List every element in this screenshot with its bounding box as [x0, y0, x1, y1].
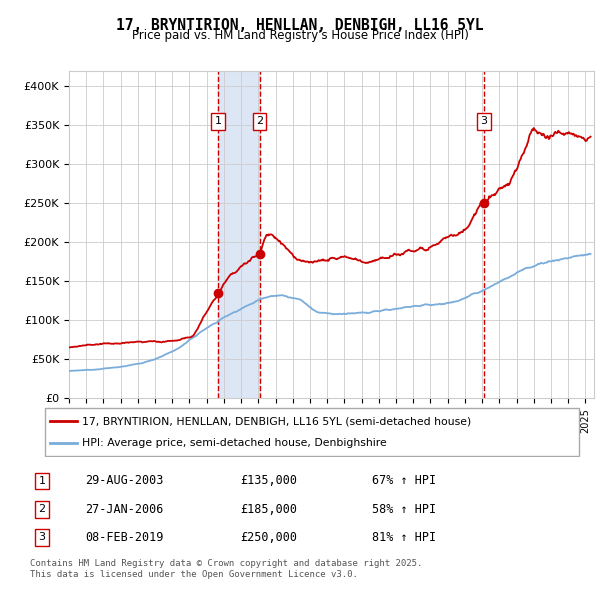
Text: HPI: Average price, semi-detached house, Denbighshire: HPI: Average price, semi-detached house,…	[83, 438, 387, 448]
Text: Contains HM Land Registry data © Crown copyright and database right 2025.
This d: Contains HM Land Registry data © Crown c…	[30, 559, 422, 579]
Text: 2: 2	[38, 504, 46, 514]
Text: 27-JAN-2006: 27-JAN-2006	[85, 503, 164, 516]
Text: £250,000: £250,000	[240, 531, 297, 544]
Text: 3: 3	[481, 116, 487, 126]
Text: 81% ↑ HPI: 81% ↑ HPI	[372, 531, 436, 544]
Text: 67% ↑ HPI: 67% ↑ HPI	[372, 474, 436, 487]
Text: 1: 1	[215, 116, 221, 126]
Text: 08-FEB-2019: 08-FEB-2019	[85, 531, 164, 544]
Text: Price paid vs. HM Land Registry's House Price Index (HPI): Price paid vs. HM Land Registry's House …	[131, 30, 469, 42]
Text: £135,000: £135,000	[240, 474, 297, 487]
Text: 58% ↑ HPI: 58% ↑ HPI	[372, 503, 436, 516]
FancyBboxPatch shape	[45, 408, 580, 456]
Text: 3: 3	[38, 533, 46, 542]
Bar	[218, 71, 260, 398]
Text: 29-AUG-2003: 29-AUG-2003	[85, 474, 164, 487]
Text: 2: 2	[256, 116, 263, 126]
Text: 1: 1	[38, 476, 46, 486]
Text: £185,000: £185,000	[240, 503, 297, 516]
Text: 17, BRYNTIRION, HENLLAN, DENBIGH, LL16 5YL (semi-detached house): 17, BRYNTIRION, HENLLAN, DENBIGH, LL16 5…	[83, 416, 472, 426]
Text: 17, BRYNTIRION, HENLLAN, DENBIGH, LL16 5YL: 17, BRYNTIRION, HENLLAN, DENBIGH, LL16 5…	[116, 18, 484, 32]
